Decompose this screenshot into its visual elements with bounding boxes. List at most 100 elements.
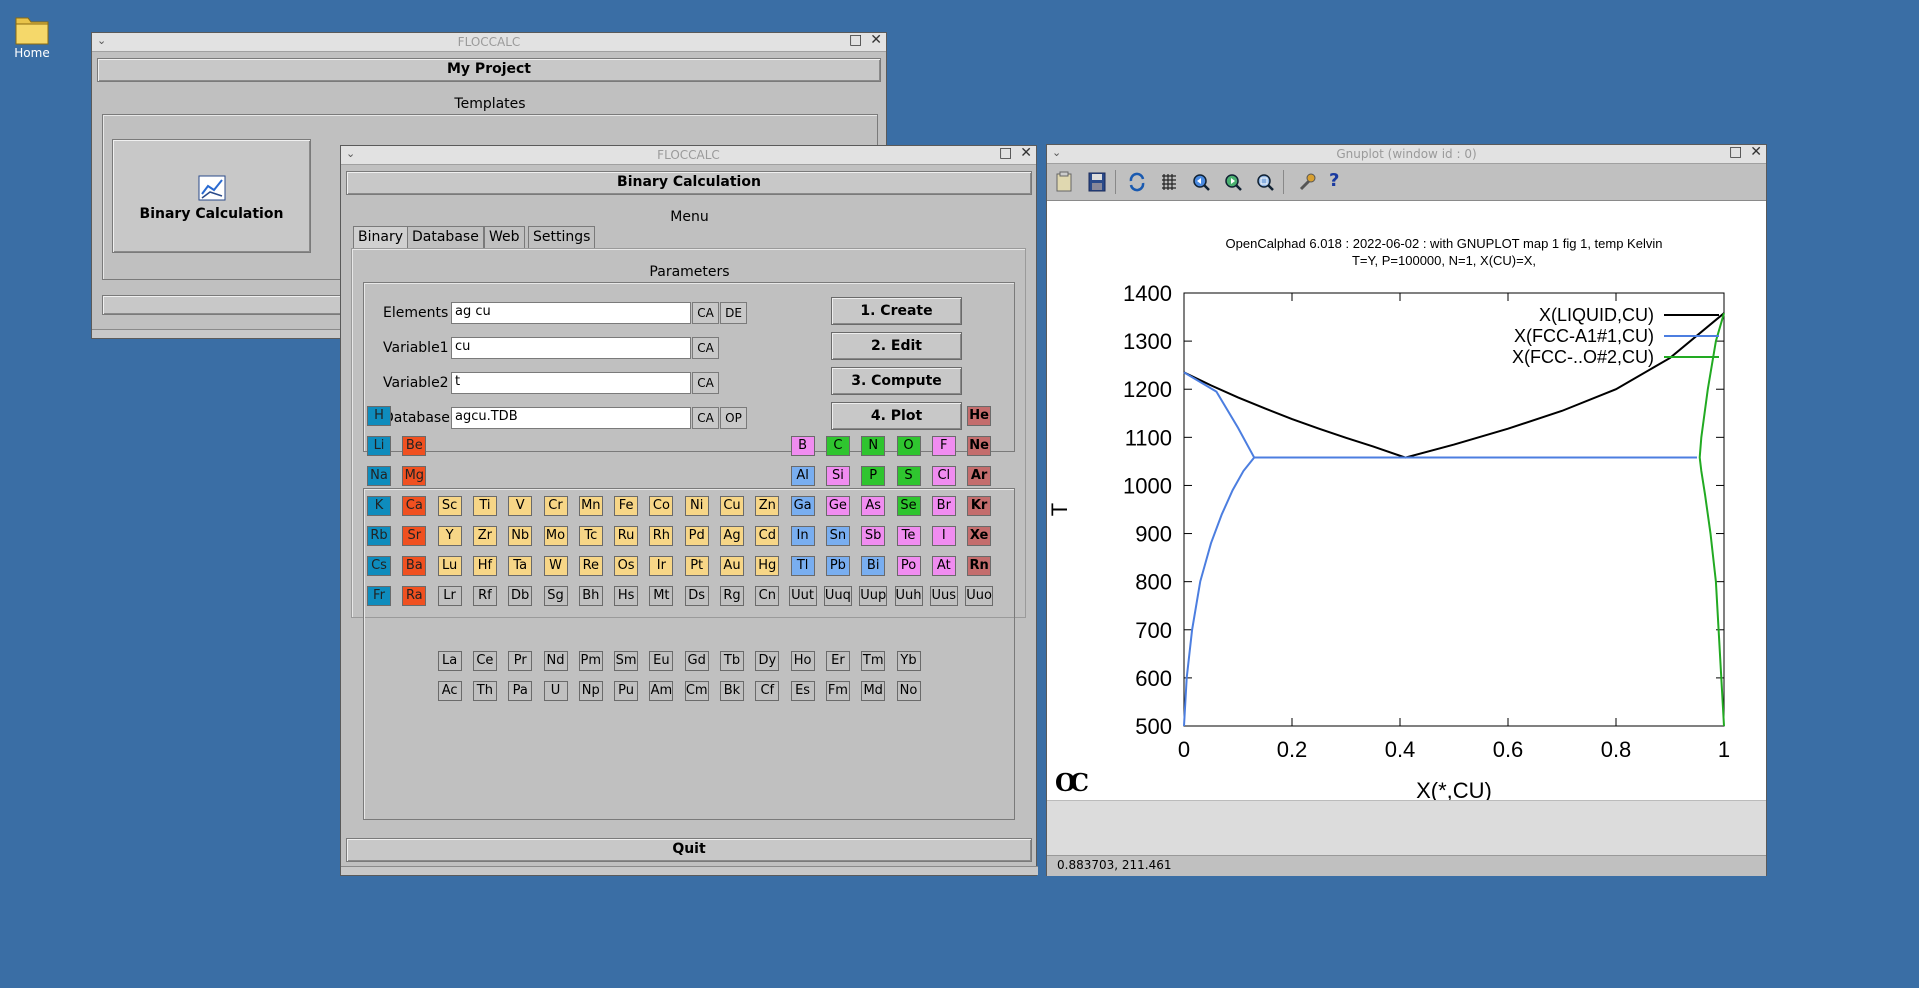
maximize-icon[interactable]: □	[999, 145, 1013, 161]
element-rh[interactable]: Rh	[649, 526, 674, 546]
element-pd[interactable]: Pd	[684, 526, 709, 546]
element-y[interactable]: Y	[437, 526, 462, 546]
element-po[interactable]: Po	[896, 556, 921, 576]
element-ne[interactable]: Ne	[967, 436, 992, 456]
element-ca[interactable]: Ca	[402, 496, 427, 516]
maximize-icon[interactable]: □	[849, 32, 863, 48]
element-hs[interactable]: Hs	[614, 586, 639, 606]
element-cn[interactable]: Cn	[755, 586, 780, 606]
close-icon[interactable]: ✕	[870, 32, 882, 48]
element-hf[interactable]: Hf	[472, 556, 497, 576]
element-mo[interactable]: Mo	[543, 526, 568, 546]
element-tc[interactable]: Tc	[578, 526, 603, 546]
grid-icon[interactable]	[1159, 171, 1179, 193]
element-v[interactable]: V	[508, 496, 533, 516]
element-si[interactable]: Si	[825, 466, 850, 486]
menu-chevron-icon[interactable]: ⌄	[1052, 146, 1062, 159]
element-dy[interactable]: Dy	[755, 651, 780, 671]
element-b[interactable]: B	[790, 436, 815, 456]
gnuplot-titlebar[interactable]: ⌄ Gnuplot (window id : 0) □ ✕	[1047, 144, 1766, 164]
create-button[interactable]: 1. Create	[831, 297, 962, 325]
element-eu[interactable]: Eu	[649, 651, 674, 671]
element-pa[interactable]: Pa	[508, 681, 533, 701]
database-op-button[interactable]: OP	[720, 407, 747, 429]
element-yb[interactable]: Yb	[896, 651, 921, 671]
element-fe[interactable]: Fe	[614, 496, 639, 516]
element-cf[interactable]: Cf	[755, 681, 780, 701]
element-mt[interactable]: Mt	[649, 586, 674, 606]
element-c[interactable]: C	[825, 436, 850, 456]
element-er[interactable]: Er	[825, 651, 850, 671]
element-sr[interactable]: Sr	[402, 526, 427, 546]
database-input[interactable]: agcu.TDB	[451, 407, 691, 429]
element-w[interactable]: W	[543, 556, 568, 576]
element-md[interactable]: Md	[861, 681, 886, 701]
element-al[interactable]: Al	[790, 466, 815, 486]
element-lr[interactable]: Lr	[437, 586, 462, 606]
element-na[interactable]: Na	[367, 466, 391, 486]
element-xe[interactable]: Xe	[967, 526, 992, 546]
element-pu[interactable]: Pu	[614, 681, 639, 701]
element-pr[interactable]: Pr	[508, 651, 533, 671]
element-uut[interactable]: Uut	[788, 586, 817, 606]
element-u[interactable]: U	[543, 681, 568, 701]
home-desktop-icon[interactable]: Home	[10, 12, 54, 60]
element-db[interactable]: Db	[508, 586, 533, 606]
element-at[interactable]: At	[931, 556, 956, 576]
element-p[interactable]: P	[861, 466, 886, 486]
element-ir[interactable]: Ir	[649, 556, 674, 576]
element-au[interactable]: Au	[720, 556, 744, 576]
element-ac[interactable]: Ac	[437, 681, 462, 701]
zoom-next-icon[interactable]	[1223, 171, 1243, 193]
element-mg[interactable]: Mg	[402, 466, 427, 486]
copy-icon[interactable]	[1055, 171, 1075, 193]
close-icon[interactable]: ✕	[1750, 144, 1762, 160]
element-h[interactable]: H	[367, 406, 391, 426]
element-no[interactable]: No	[896, 681, 921, 701]
element-rg[interactable]: Rg	[720, 586, 744, 606]
element-cd[interactable]: Cd	[755, 526, 780, 546]
element-la[interactable]: La	[437, 651, 462, 671]
zoom-previous-icon[interactable]	[1191, 171, 1211, 193]
element-n[interactable]: N	[861, 436, 886, 456]
menu-chevron-icon[interactable]: ⌄	[346, 147, 356, 160]
help-icon[interactable]: ?	[1329, 170, 1340, 191]
element-sb[interactable]: Sb	[861, 526, 886, 546]
element-fm[interactable]: Fm	[825, 681, 850, 701]
close-icon[interactable]: ✕	[1020, 145, 1032, 161]
elements-input[interactable]: ag cu	[451, 302, 691, 324]
element-i[interactable]: I	[931, 526, 956, 546]
element-gd[interactable]: Gd	[684, 651, 709, 671]
element-rf[interactable]: Rf	[472, 586, 497, 606]
autoscale-icon[interactable]	[1255, 171, 1275, 193]
elements-de-button[interactable]: DE	[720, 302, 747, 324]
element-cr[interactable]: Cr	[543, 496, 568, 516]
element-sm[interactable]: Sm	[614, 651, 639, 671]
element-uuh[interactable]: Uuh	[894, 586, 923, 606]
variable1-ca-button[interactable]: CA	[692, 337, 719, 359]
variable1-input[interactable]: cu	[451, 337, 691, 359]
element-s[interactable]: S	[896, 466, 921, 486]
element-k[interactable]: K	[367, 496, 391, 516]
element-cl[interactable]: Cl	[931, 466, 956, 486]
variable2-ca-button[interactable]: CA	[692, 372, 719, 394]
binary-calculation-template-button[interactable]: Binary Calculation	[112, 139, 311, 253]
elements-ca-button[interactable]: CA	[692, 302, 719, 324]
maximize-icon[interactable]: □	[1729, 144, 1743, 160]
quit-button[interactable]: Quit	[346, 838, 1032, 862]
element-f[interactable]: F	[931, 436, 956, 456]
element-ta[interactable]: Ta	[508, 556, 533, 576]
element-sc[interactable]: Sc	[437, 496, 462, 516]
element-np[interactable]: Np	[578, 681, 603, 701]
tab-web[interactable]: Web	[484, 226, 525, 248]
element-ti[interactable]: Ti	[472, 496, 497, 516]
tab-settings[interactable]: Settings	[528, 226, 596, 248]
element-uup[interactable]: Uup	[859, 586, 888, 606]
variable2-input[interactable]: t	[451, 372, 691, 394]
element-mn[interactable]: Mn	[578, 496, 603, 516]
tab-binary[interactable]: Binary	[353, 226, 408, 248]
element-ga[interactable]: Ga	[790, 496, 815, 516]
element-ds[interactable]: Ds	[684, 586, 709, 606]
calc-titlebar[interactable]: ⌄ FLOCCALC □ ✕	[341, 145, 1036, 165]
element-hg[interactable]: Hg	[755, 556, 780, 576]
